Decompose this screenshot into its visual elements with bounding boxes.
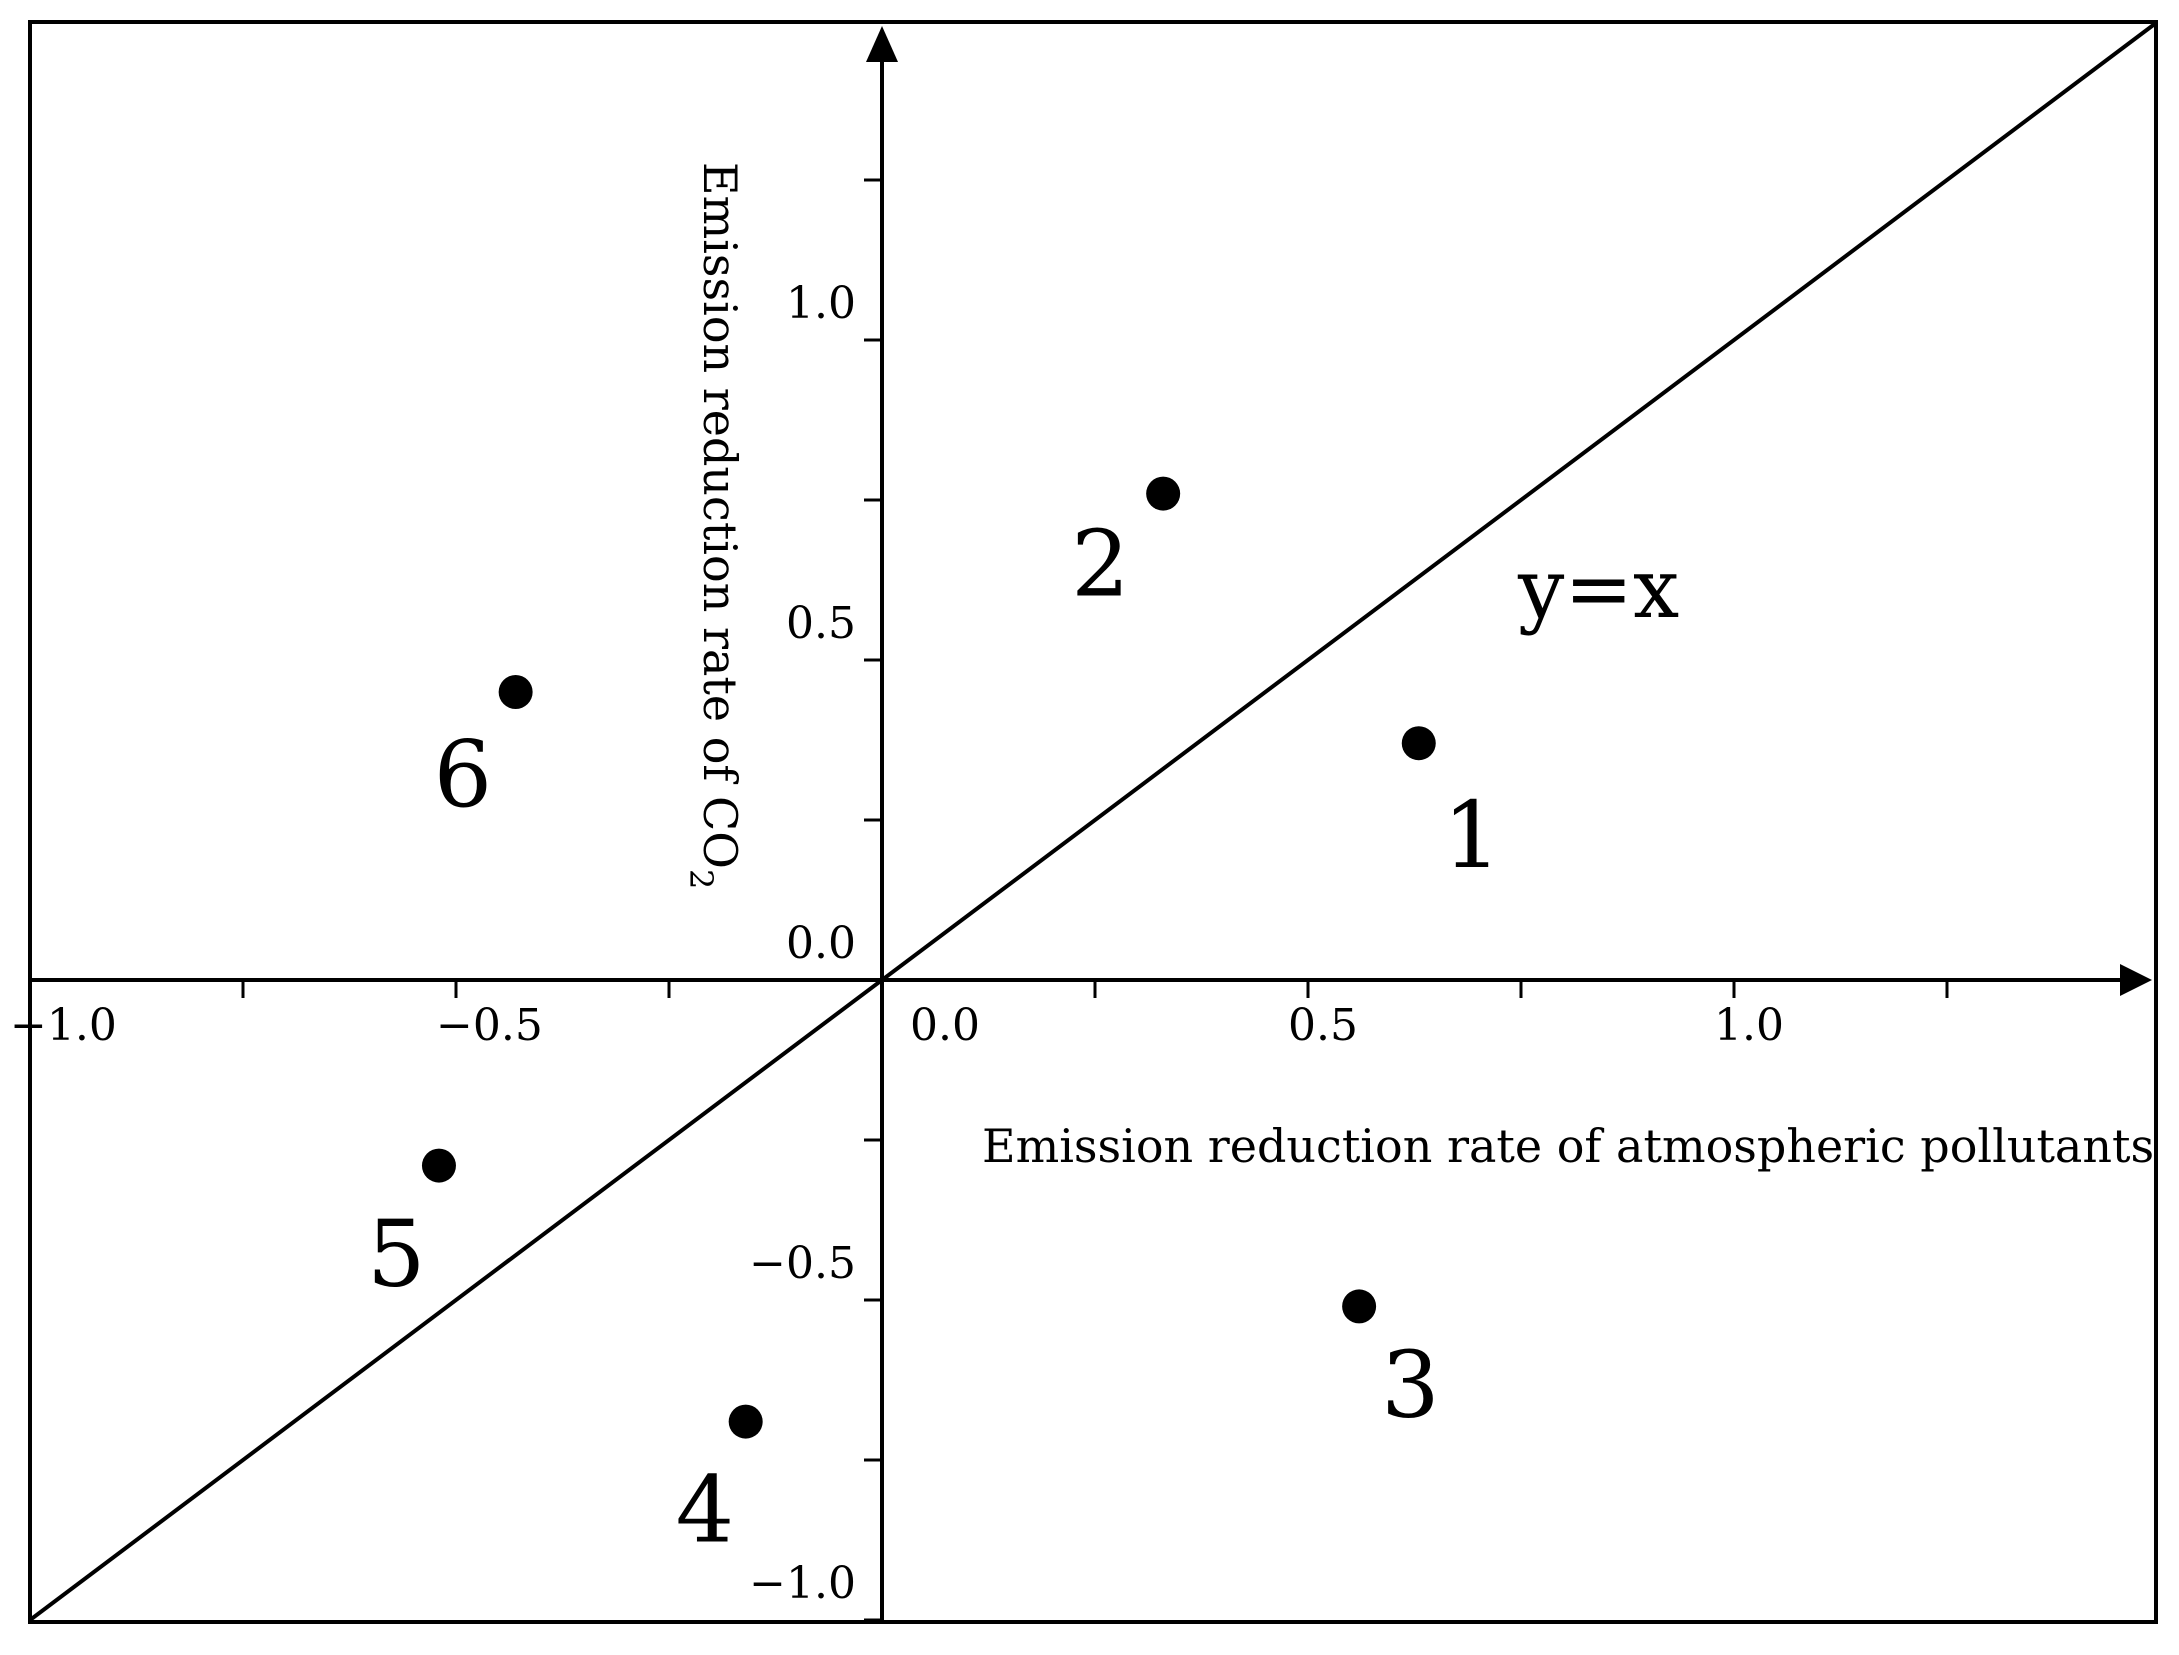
y-tick-label: −0.5 <box>749 1238 856 1289</box>
data-point <box>728 1404 763 1439</box>
y-tick-label: −1.0 <box>749 1558 856 1609</box>
data-point <box>1146 476 1181 511</box>
data-points: 1 2 3 4 5 6 <box>367 476 1502 1564</box>
data-point-label: 5 <box>367 1201 426 1308</box>
y-tick-label: 1.0 <box>786 278 856 329</box>
y-tick-label: 0.0 <box>786 918 856 969</box>
y-axis-title-main: Emission reduction rate of CO <box>693 162 747 869</box>
data-point-label: 1 <box>1443 782 1502 889</box>
x-ticks: −1.0 −0.5 0.0 0.5 1.0 <box>10 980 1949 1051</box>
data-point-label: 3 <box>1381 1331 1440 1438</box>
y-axis-arrow-icon <box>866 26 898 62</box>
x-tick-label: 0.5 <box>1288 1000 1358 1051</box>
data-point-label: 4 <box>676 1457 735 1564</box>
y-tick-label: 0.5 <box>786 598 856 649</box>
x-axis-arrow-icon <box>2120 964 2152 996</box>
data-point <box>498 675 533 709</box>
y-ticks: −1.0 −0.5 0.0 0.5 1.0 <box>749 178 882 1622</box>
x-tick-label: 1.0 <box>1714 1000 1784 1051</box>
data-point <box>421 1148 456 1183</box>
x-tick-label: 0.0 <box>910 1000 980 1051</box>
data-point-label: 2 <box>1071 511 1130 618</box>
x-tick-label: −0.5 <box>436 1000 543 1051</box>
reference-line <box>28 21 2158 1622</box>
data-point <box>1342 1289 1377 1324</box>
y-axis-title-subscript: 2 <box>682 869 720 889</box>
x-axis-title: Emission reduction rate of atmospheric p… <box>982 1119 2154 1173</box>
plot-frame <box>28 20 2158 1624</box>
reference-line-label: y=x <box>1517 542 1679 637</box>
data-point-label: 6 <box>434 721 493 828</box>
y-axis-title: Emission reduction rate of CO2 <box>682 162 747 889</box>
x-tick-label: −1.0 <box>10 1000 117 1051</box>
data-point <box>1401 726 1436 761</box>
